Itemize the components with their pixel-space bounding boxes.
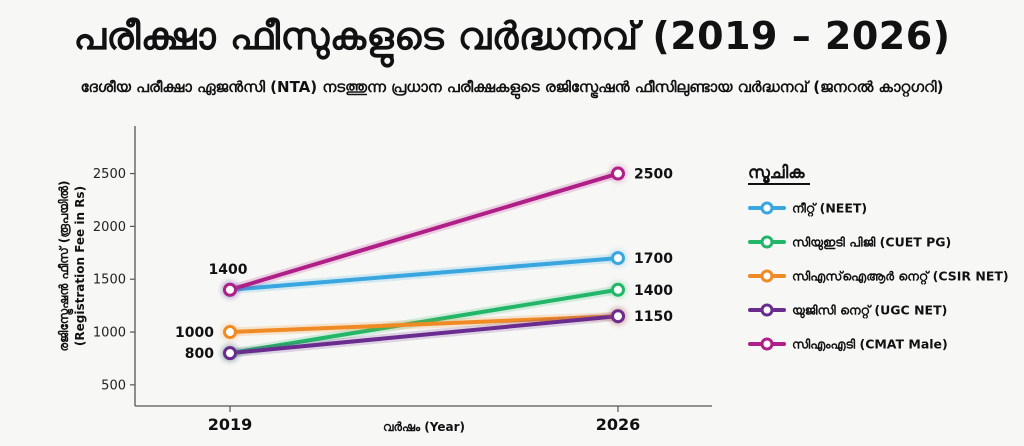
chart-title: പരീക്ഷാ ഫീസുകളുടെ വർദ്ധനവ് (2019 – 2026): [73, 14, 951, 58]
legend-title: സൂചിക: [748, 163, 805, 184]
legend-entry-label: സിഎസ്ഐആർ നെറ്റ് (CSIR NET): [792, 269, 1009, 285]
data-point: [611, 166, 625, 181]
data-label: 1400: [634, 283, 673, 299]
series-line: [228, 314, 620, 356]
data-point: [611, 282, 625, 297]
legend-swatch-marker: [760, 269, 774, 283]
y-tick-label: 1000: [93, 326, 126, 341]
legend-entry-label: സിഎംഎടി (CMAT Male): [792, 337, 948, 353]
data-point: [223, 325, 237, 340]
legend-entry-label: സിയുഇടി പിജി (CUET PG): [792, 235, 951, 252]
x-tick-label: 2026: [596, 415, 641, 434]
legend-entry-label: നീറ്റ് (NEET): [792, 201, 867, 217]
legend-swatch-marker: [760, 201, 774, 215]
data-point: [611, 251, 625, 266]
data-label: 800: [185, 346, 214, 362]
y-tick-label: 500: [101, 378, 126, 393]
legend-swatch-marker: [760, 235, 774, 249]
data-label: 1700: [634, 251, 673, 267]
series-line: [228, 171, 620, 292]
x-tick-label: 2019: [208, 415, 253, 434]
data-point: [223, 346, 237, 361]
data-label: 2500: [634, 167, 673, 183]
data-label: 1400: [209, 262, 248, 278]
legend-swatch-marker: [760, 337, 774, 351]
y-tick-label: 2500: [93, 167, 126, 182]
y-tick-label: 1500: [93, 273, 126, 288]
series-line: [228, 256, 620, 292]
data-point: [223, 282, 237, 297]
data-label: 1000: [175, 325, 214, 341]
y-axis-subtitle: (Registration Fee in Rs): [73, 186, 87, 346]
series-line: [228, 314, 620, 335]
y-axis-title: രജിസ്ട്രേഷൻ ഫീസ് (രൂപയിൽ): [57, 181, 74, 352]
chart-subtitle: ദേശീയ പരീക്ഷാ ഏജൻസി (NTA) നടത്തുന്ന പ്രധ…: [80, 78, 944, 96]
x-axis-title: വർഷം (Year): [383, 420, 465, 434]
data-point: [611, 309, 625, 324]
series-line: [228, 287, 620, 356]
legend-entry-label: യുജിസി നെറ്റ് (UGC NET): [792, 303, 947, 320]
legend-swatch-marker: [760, 303, 774, 317]
data-label: 1150: [634, 309, 673, 325]
y-tick-label: 2000: [93, 220, 126, 235]
